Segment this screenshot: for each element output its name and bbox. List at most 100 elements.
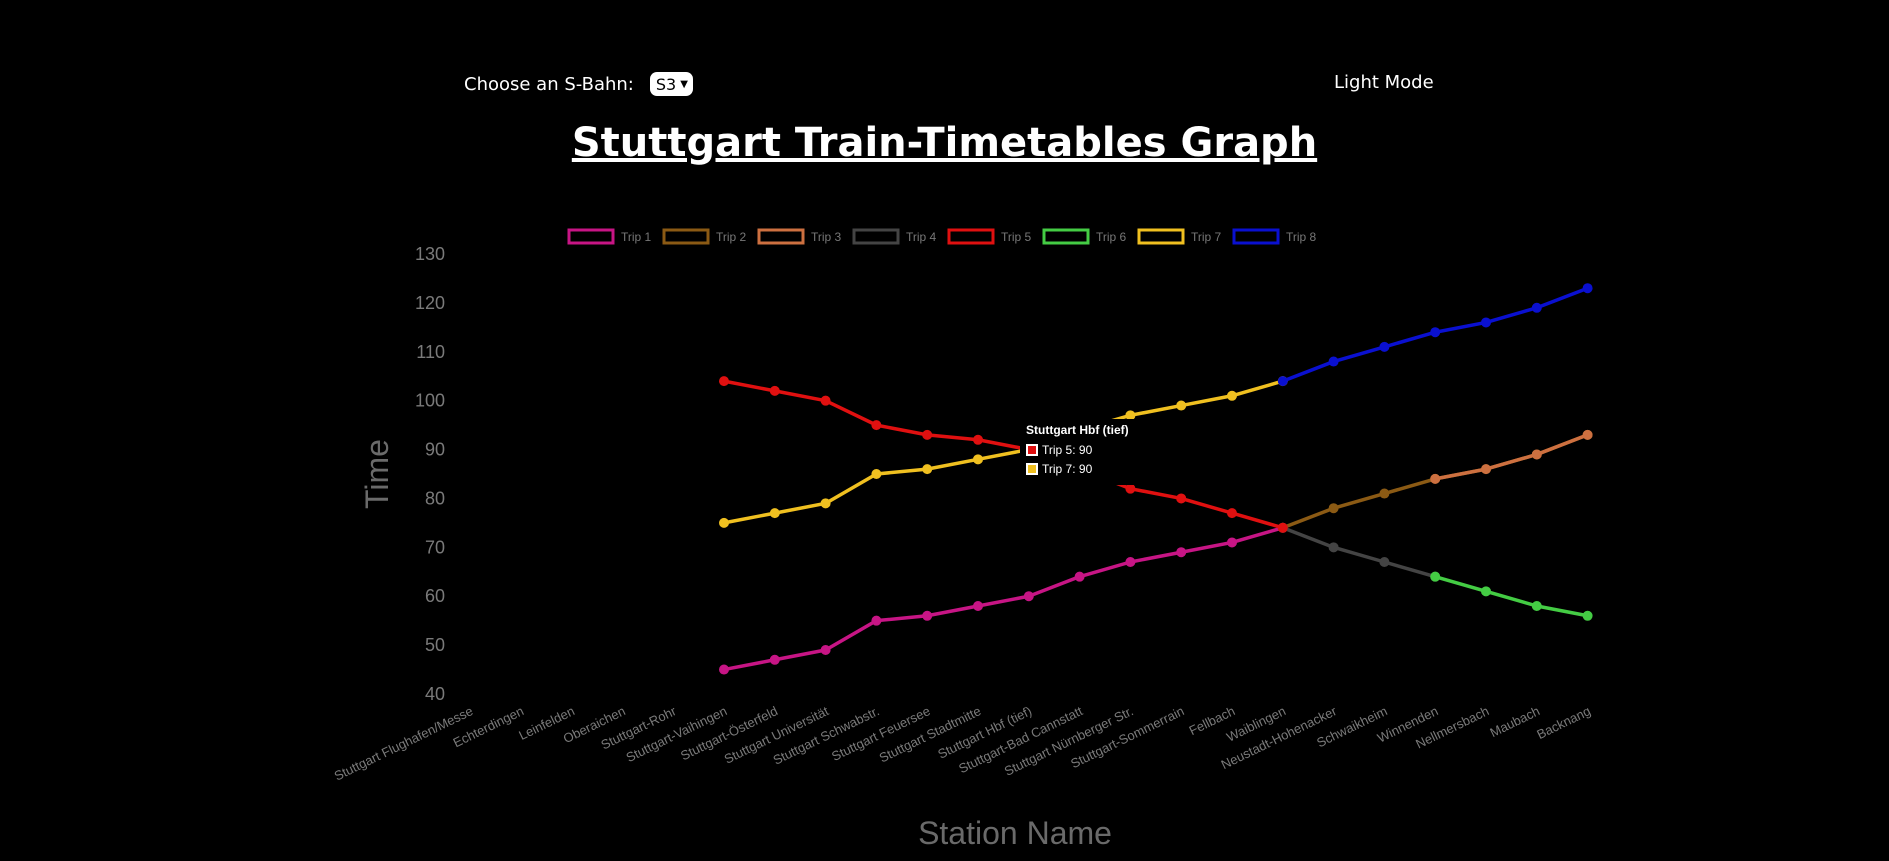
- tooltip-swatch: [1026, 444, 1038, 456]
- series-line: [1434, 433, 1589, 481]
- legend-swatch: [852, 228, 900, 245]
- y-tick-label: 100: [415, 391, 445, 411]
- x-axis-title: Station Name: [918, 815, 1112, 851]
- s-bahn-select-value: S3: [655, 74, 677, 94]
- data-point: [973, 454, 983, 465]
- data-point: [922, 429, 933, 440]
- legend-label: Trip 2: [716, 230, 747, 244]
- legend-swatch: [947, 228, 995, 245]
- data-point: [922, 464, 933, 475]
- data-point: [1277, 376, 1288, 387]
- y-tick-label: 90: [425, 440, 445, 460]
- data-point: [1227, 508, 1237, 519]
- series-line: [723, 526, 1284, 672]
- data-point: [1328, 542, 1339, 553]
- chevron-down-icon: ▼: [680, 78, 688, 90]
- s-bahn-select-label: Choose an S-Bahn:: [464, 73, 634, 95]
- data-point: [1176, 493, 1187, 504]
- data-point: [871, 420, 882, 431]
- data-point: [1176, 400, 1187, 411]
- data-point: [1379, 488, 1390, 499]
- data-point: [820, 498, 831, 509]
- legend-label: Trip 5: [1001, 230, 1032, 244]
- data-point: [1582, 283, 1593, 294]
- y-tick-label: 130: [415, 244, 445, 264]
- data-point: [820, 395, 831, 406]
- series-line: [1282, 526, 1436, 579]
- y-tick-label: 50: [425, 635, 445, 655]
- legend-label: Trip 4: [906, 230, 937, 244]
- data-point: [1481, 464, 1491, 475]
- data-point: [922, 610, 933, 621]
- data-point: [1430, 327, 1441, 338]
- legend-swatch: [662, 228, 710, 245]
- controls-bar: Choose an S-Bahn: S3 ▼: [464, 72, 693, 96]
- y-tick-label: 40: [425, 684, 445, 704]
- data-point: [973, 434, 983, 445]
- series-line: [1434, 574, 1588, 618]
- data-point: [769, 654, 780, 665]
- tooltip-title: Stuttgart Hbf (tief): [1026, 423, 1129, 437]
- data-point: [1582, 610, 1593, 621]
- legend-label: Trip 6: [1096, 230, 1127, 244]
- tooltip-row: Trip 5: 90: [1026, 443, 1129, 457]
- chart-tooltip: Stuttgart Hbf (tief) Trip 5: 90 Trip 7: …: [1020, 419, 1135, 485]
- y-tick-label: 80: [425, 488, 445, 508]
- data-point: [769, 508, 780, 519]
- y-tick-label: 70: [425, 537, 445, 557]
- data-point: [1531, 449, 1542, 460]
- data-point: [719, 376, 729, 387]
- y-tick-label: 110: [416, 342, 445, 362]
- data-point: [1277, 522, 1288, 533]
- data-point: [719, 517, 729, 528]
- data-point: [871, 615, 882, 626]
- series-line: [723, 379, 1284, 530]
- data-point: [1176, 547, 1187, 558]
- page-title: Stuttgart Train-Timetables Graph: [571, 120, 1318, 166]
- data-point: [1328, 356, 1339, 367]
- light-mode-toggle[interactable]: Light Mode: [1334, 72, 1434, 93]
- y-axis-title: Time: [359, 439, 395, 509]
- data-point: [1125, 557, 1136, 567]
- data-point: [1379, 557, 1390, 567]
- legend-label: Trip 7: [1191, 230, 1222, 244]
- s-bahn-select[interactable]: S3 ▼: [649, 72, 693, 96]
- legend-swatch: [567, 228, 615, 245]
- data-point: [871, 469, 882, 479]
- data-point: [1379, 341, 1390, 352]
- legend-swatch: [1137, 228, 1185, 245]
- x-tick-label: Maubach: [1487, 703, 1542, 740]
- data-point: [973, 601, 983, 611]
- data-point: [719, 664, 729, 675]
- y-tick-label: 60: [425, 586, 445, 606]
- data-point: [820, 645, 831, 655]
- legend-label: Trip 8: [1286, 230, 1317, 244]
- data-point: [1531, 601, 1542, 611]
- data-point: [1481, 317, 1491, 328]
- legend-swatch: [757, 228, 805, 245]
- data-point: [1227, 537, 1237, 548]
- legend-label: Trip 3: [811, 230, 842, 244]
- legend-swatch: [1232, 228, 1280, 245]
- data-point: [1328, 503, 1339, 514]
- data-point: [1023, 591, 1034, 602]
- series-line: [723, 379, 1284, 525]
- data-point: [1481, 586, 1491, 597]
- data-point: [1074, 571, 1085, 582]
- x-tick-label: Backnang: [1534, 703, 1593, 742]
- tooltip-row-text: Trip 7: 90: [1042, 462, 1093, 476]
- legend-label: Trip 1: [621, 230, 652, 244]
- data-point: [1430, 473, 1441, 484]
- tooltip-row: Trip 7: 90: [1026, 462, 1129, 476]
- legend-swatch: [1042, 228, 1090, 245]
- data-point: [1430, 571, 1441, 582]
- tooltip-swatch: [1026, 463, 1038, 475]
- data-point: [769, 385, 780, 396]
- tooltip-row-text: Trip 5: 90: [1042, 443, 1093, 457]
- data-point: [1125, 483, 1136, 494]
- y-tick-label: 120: [415, 293, 445, 313]
- data-point: [1227, 390, 1237, 401]
- data-point: [1582, 429, 1593, 440]
- data-point: [1531, 302, 1542, 313]
